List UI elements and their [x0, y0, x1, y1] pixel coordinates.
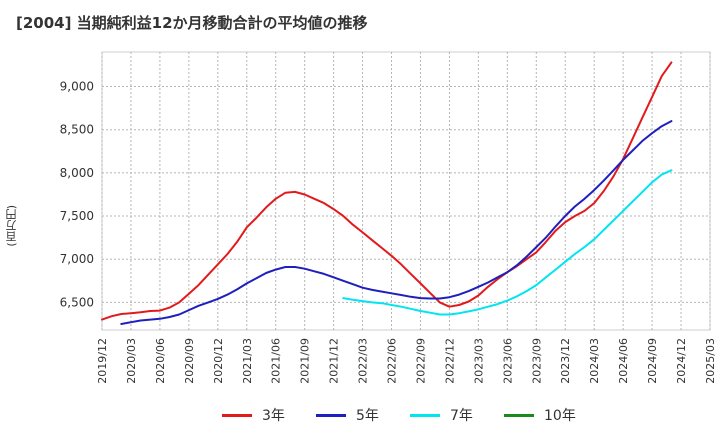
chart-title: [2004] 当期純利益12か月移動合計の平均値の推移: [16, 14, 368, 32]
x-tick-label: 2023/06: [501, 338, 514, 384]
x-ticks: 2019/12 2020/03 2020/06 2020/09 2020/12 2021/…: [96, 338, 717, 384]
legend-swatch-10y: [504, 413, 534, 417]
legend-label-5y: 5年: [356, 408, 379, 424]
x-tick-label: 2021/12: [328, 338, 341, 384]
legend-swatch-5y: [316, 413, 346, 417]
y-tick-label: 7,500: [60, 209, 94, 223]
y-ticks: 6,500 7,000 7,500 8,000 8,500 9,000: [60, 80, 94, 310]
legend-label-10y: 10年: [544, 408, 576, 424]
legend-swatch-7y: [410, 413, 440, 417]
y-tick-label: 7,000: [60, 252, 94, 266]
x-tick-label: 2020/09: [183, 338, 196, 384]
x-tick-label: 2020/03: [125, 338, 138, 384]
series-line-0: [101, 61, 673, 321]
x-tick-label: 2019/12: [96, 338, 109, 384]
x-tick-label: 2021/06: [270, 338, 283, 384]
legend-label-3y: 3年: [262, 408, 285, 424]
x-tick-label: 2021/09: [299, 338, 312, 384]
legend-label-7y: 7年: [450, 408, 473, 424]
legend-swatch-3y: [222, 413, 252, 417]
x-tick-label: 2024/06: [617, 338, 630, 384]
grid: [101, 52, 711, 330]
series-lines: [101, 61, 673, 325]
legend-item-7y: 7年: [410, 402, 473, 428]
x-tick-label: 2024/09: [646, 338, 659, 384]
series-line-2: [342, 169, 673, 316]
x-tick-label: 2021/03: [241, 338, 254, 384]
x-tick-label: 2020/06: [154, 338, 167, 384]
x-tick-label: 2023/03: [472, 338, 485, 384]
x-tick-label: 2024/12: [675, 338, 688, 384]
x-tick-label: 2022/06: [386, 338, 399, 384]
x-tick-label: 2023/09: [530, 338, 543, 384]
x-tick-label: 2022/03: [357, 338, 370, 384]
y-tick-label: 6,500: [60, 295, 94, 309]
x-tick-label: 2022/12: [443, 338, 456, 384]
legend-item-10y: 10年: [504, 402, 576, 428]
series-line-1: [120, 120, 673, 325]
y-tick-label: 8,500: [60, 123, 94, 137]
legend-item-5y: 5年: [316, 402, 379, 428]
y-tick-label: 8,000: [60, 166, 94, 180]
x-tick-label: 2022/09: [414, 338, 427, 384]
x-tick-label: 2024/03: [588, 338, 601, 384]
plot-area: [101, 51, 711, 331]
x-tick-label: 2023/12: [559, 338, 572, 384]
x-tick-label: 2020/12: [212, 338, 225, 384]
legend-item-3y: 3年: [222, 402, 285, 428]
y-tick-label: 9,000: [60, 80, 94, 94]
x-tick-label: 2025/03: [704, 338, 717, 384]
legend: 3年 5年 7年 10年: [0, 402, 720, 428]
